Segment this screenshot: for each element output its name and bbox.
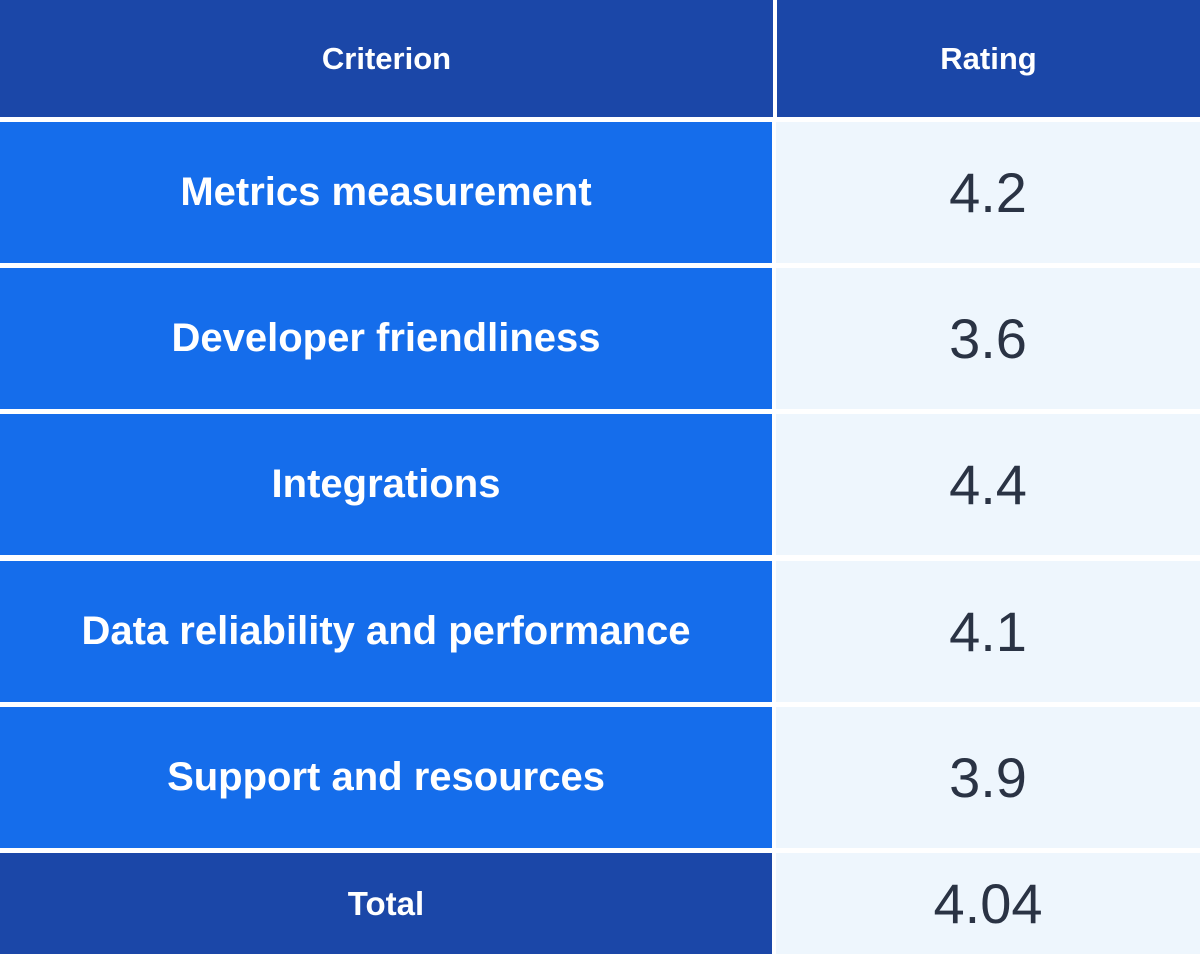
table-row: Data reliability and performance 4.1 — [0, 561, 1200, 702]
table-total-row: Total 4.04 — [0, 853, 1200, 954]
criterion-cell: Integrations — [0, 414, 772, 555]
rating-cell: 3.6 — [776, 268, 1200, 409]
criterion-cell: Support and resources — [0, 707, 772, 848]
rating-cell: 3.9 — [776, 707, 1200, 848]
criterion-cell: Metrics measurement — [0, 122, 772, 263]
criterion-cell: Data reliability and performance — [0, 561, 772, 702]
header-criterion: Criterion — [0, 0, 773, 117]
header-rating: Rating — [777, 0, 1200, 117]
total-label: Total — [0, 853, 772, 954]
criterion-cell: Developer friendliness — [0, 268, 772, 409]
rating-cell: 4.2 — [776, 122, 1200, 263]
rating-cell: 4.1 — [776, 561, 1200, 702]
total-rating: 4.04 — [776, 853, 1200, 954]
table-row: Support and resources 3.9 — [0, 707, 1200, 848]
table-header-row: Criterion Rating — [0, 0, 1200, 117]
table-row: Metrics measurement 4.2 — [0, 122, 1200, 263]
table-row: Integrations 4.4 — [0, 414, 1200, 555]
table-row: Developer friendliness 3.6 — [0, 268, 1200, 409]
rating-cell: 4.4 — [776, 414, 1200, 555]
